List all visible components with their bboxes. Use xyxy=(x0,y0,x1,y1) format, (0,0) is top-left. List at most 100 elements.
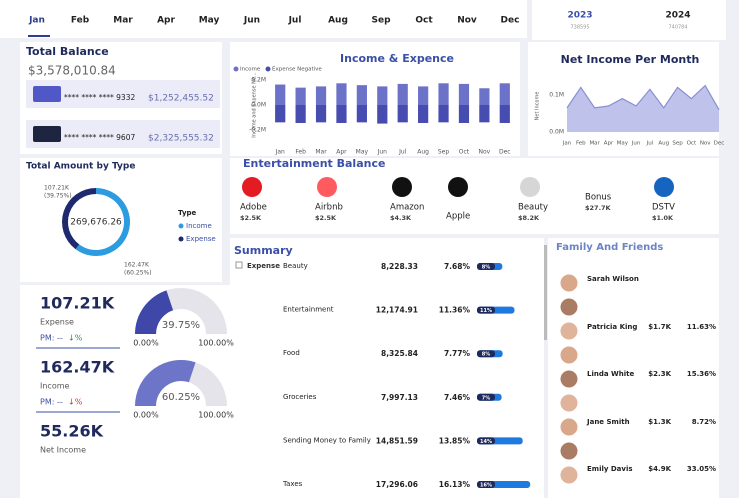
legend-label: Income xyxy=(240,67,261,73)
year-count: 738595 xyxy=(570,25,589,31)
card-icon xyxy=(33,86,61,102)
share: 11.36% xyxy=(439,306,471,315)
avatar xyxy=(559,369,579,389)
amount: 14,851.59 xyxy=(376,436,418,445)
bar xyxy=(479,105,490,123)
bar xyxy=(438,105,449,123)
bar xyxy=(458,105,470,123)
y-axis-title: Income and Expense Ne... xyxy=(252,72,258,138)
gauge-tick: 100.00% xyxy=(198,339,234,348)
line xyxy=(566,84,720,111)
legend-title: Type xyxy=(178,209,197,217)
bar xyxy=(418,105,429,123)
x-tick-label: Oct xyxy=(459,149,470,156)
logo xyxy=(520,177,540,197)
x-tick-label: Sep xyxy=(438,149,450,156)
category: Taxes xyxy=(282,480,303,488)
x-tick-label: May xyxy=(617,141,629,147)
x-tick-label: Apr xyxy=(604,141,614,147)
x-tick-label: Jan xyxy=(562,141,572,147)
area xyxy=(567,85,719,132)
month: Apr xyxy=(157,16,175,26)
avatar xyxy=(559,417,579,437)
avatar xyxy=(559,273,579,293)
title: Summary xyxy=(234,244,293,257)
x-tick-label: Mar xyxy=(589,141,600,147)
gauge-label: 60.25% xyxy=(162,392,200,403)
bar xyxy=(295,105,306,123)
amount: 17,296.06 xyxy=(376,480,418,489)
bar xyxy=(356,85,367,105)
legend-dot xyxy=(178,236,184,242)
x-tick-label: Jan xyxy=(275,149,285,156)
person-amount: $1.7K xyxy=(648,323,671,331)
person-name: Linda White xyxy=(587,370,634,378)
item-name: Apple xyxy=(446,212,470,222)
bar xyxy=(397,83,408,105)
x-tick-label: Jun xyxy=(377,149,388,156)
legend-label: Expense Negative xyxy=(272,67,322,73)
item-name: Amazon xyxy=(390,203,424,213)
share: 7.77% xyxy=(444,349,471,358)
amount: 12,174.91 xyxy=(376,306,418,315)
donut-slice xyxy=(62,188,96,250)
kpi-change: ↓% xyxy=(68,398,83,407)
person-share: 8.72% xyxy=(692,418,716,426)
person-name: Emily Davis xyxy=(587,465,633,473)
x-tick-label: Nov xyxy=(479,149,491,156)
month: Feb xyxy=(71,16,90,26)
bar xyxy=(418,86,429,105)
x-tick-label: Sep xyxy=(672,141,683,147)
title: Net Income Per Month xyxy=(561,53,700,66)
card-icon xyxy=(33,126,61,142)
person-amount: $4.9K xyxy=(648,465,671,473)
item-amount: $27.7K xyxy=(585,204,612,212)
bar xyxy=(397,105,408,123)
x-tick-label: Jun xyxy=(631,141,641,147)
x-tick-label: Oct xyxy=(687,141,697,147)
expand-box[interactable] xyxy=(235,261,243,269)
bar xyxy=(479,88,490,105)
title: Entertainment Balance xyxy=(243,157,385,170)
bar xyxy=(458,83,470,105)
kpi-change: ↓% xyxy=(68,334,83,343)
category: Beauty xyxy=(283,262,308,270)
kpi-label: Expense xyxy=(40,318,74,327)
bar-pill xyxy=(477,350,495,358)
title: Total Amount by Type xyxy=(26,162,135,172)
item-name: Bonus xyxy=(585,193,612,203)
y-axis-title: Net Income xyxy=(535,92,541,121)
legend-label: Expense xyxy=(186,235,216,243)
item-name: DSTV xyxy=(652,203,675,213)
kpi-panel xyxy=(20,285,230,498)
item-name: Airbnb xyxy=(315,203,343,213)
item-amount: $4.3K xyxy=(390,214,412,222)
bar xyxy=(315,86,327,105)
avatar xyxy=(559,345,579,365)
share: 7.46% xyxy=(444,393,471,402)
category: Sending Money to Family xyxy=(283,436,371,444)
x-tick-label: Feb xyxy=(295,149,306,156)
gauge-value xyxy=(135,290,174,334)
item-name: Beauty xyxy=(518,203,548,213)
avatar xyxy=(559,465,579,485)
bar xyxy=(275,84,286,105)
share: 16.13% xyxy=(439,480,471,489)
card-number: **** **** **** 9332 xyxy=(64,93,135,102)
logo xyxy=(448,177,468,197)
group-label: Expense xyxy=(247,262,280,270)
kpi-value: 55.26K xyxy=(40,422,104,441)
share: 7.68% xyxy=(444,262,471,271)
title: Family And Friends xyxy=(556,242,663,253)
year-panel xyxy=(532,0,726,40)
bar-pill xyxy=(477,306,495,314)
avatar xyxy=(559,297,579,317)
logo xyxy=(392,177,412,197)
type-panel xyxy=(20,158,222,282)
logo xyxy=(242,177,262,197)
bar xyxy=(315,105,327,123)
kpi-pm: PM: -- xyxy=(40,398,63,407)
card-amount: $1,252,455.52 xyxy=(148,94,214,104)
x-tick-label: Apr xyxy=(336,149,347,156)
